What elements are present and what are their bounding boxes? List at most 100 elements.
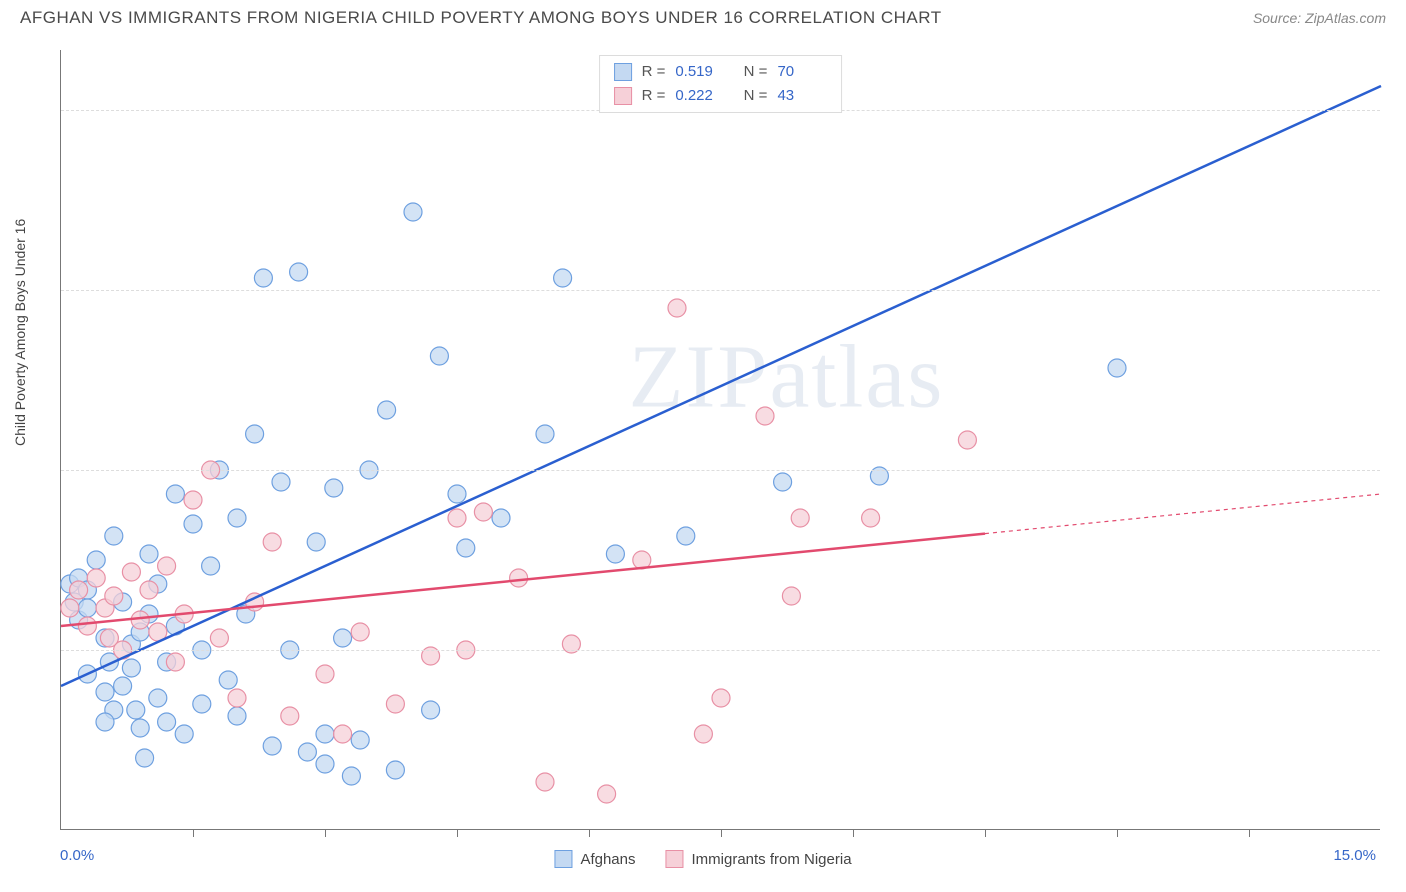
data-point bbox=[404, 203, 422, 221]
data-point bbox=[554, 269, 572, 287]
data-point bbox=[272, 473, 290, 491]
data-point bbox=[510, 569, 528, 587]
data-point bbox=[791, 509, 809, 527]
data-point bbox=[457, 539, 475, 557]
legend-stat-row: R =0.222 N =43 bbox=[614, 84, 828, 108]
data-point bbox=[87, 569, 105, 587]
data-point bbox=[325, 479, 343, 497]
data-point bbox=[958, 431, 976, 449]
chart-title: AFGHAN VS IMMIGRANTS FROM NIGERIA CHILD … bbox=[20, 8, 942, 28]
data-point bbox=[105, 527, 123, 545]
legend-series: Afghans Immigrants from Nigeria bbox=[554, 850, 851, 868]
data-point bbox=[202, 557, 220, 575]
data-point bbox=[140, 581, 158, 599]
data-point bbox=[598, 785, 616, 803]
data-point bbox=[694, 725, 712, 743]
x-tick bbox=[589, 829, 590, 837]
source-label: Source: ZipAtlas.com bbox=[1253, 10, 1386, 26]
legend-label: Immigrants from Nigeria bbox=[692, 851, 852, 868]
data-point bbox=[1108, 359, 1126, 377]
data-point bbox=[290, 263, 308, 281]
trend-line-extrapolated bbox=[985, 494, 1381, 534]
data-point bbox=[61, 599, 79, 617]
data-point bbox=[175, 725, 193, 743]
y-tick-label: 60.0% bbox=[1390, 102, 1406, 119]
data-point bbox=[122, 563, 140, 581]
data-point bbox=[316, 665, 334, 683]
legend-item: Immigrants from Nigeria bbox=[666, 850, 852, 868]
data-point bbox=[131, 719, 149, 737]
trend-line bbox=[61, 534, 985, 626]
x-origin-label: 0.0% bbox=[60, 847, 94, 864]
data-point bbox=[70, 581, 88, 599]
data-point bbox=[422, 701, 440, 719]
data-point bbox=[386, 695, 404, 713]
trend-line bbox=[61, 86, 1381, 686]
y-axis-label: Child Poverty Among Boys Under 16 bbox=[12, 219, 28, 446]
data-point bbox=[378, 401, 396, 419]
legend-n-value: 70 bbox=[777, 60, 827, 84]
x-tick bbox=[1117, 829, 1118, 837]
data-point bbox=[228, 689, 246, 707]
y-tick-label: 15.0% bbox=[1390, 642, 1406, 659]
x-tick bbox=[325, 829, 326, 837]
data-point bbox=[351, 731, 369, 749]
data-point bbox=[316, 755, 334, 773]
x-tick bbox=[457, 829, 458, 837]
data-point bbox=[78, 599, 96, 617]
data-point bbox=[448, 509, 466, 527]
legend-r-label: R = bbox=[642, 60, 666, 84]
gridline bbox=[61, 650, 1380, 651]
legend-n-label: N = bbox=[735, 60, 767, 84]
legend-swatch bbox=[614, 63, 632, 81]
data-point bbox=[351, 623, 369, 641]
data-point bbox=[228, 509, 246, 527]
x-max-label: 15.0% bbox=[1333, 847, 1376, 864]
data-point bbox=[96, 683, 114, 701]
x-tick bbox=[721, 829, 722, 837]
legend-stat-row: R = 0.519 N = 70 bbox=[614, 60, 828, 84]
data-point bbox=[756, 407, 774, 425]
data-point bbox=[246, 425, 264, 443]
data-point bbox=[298, 743, 316, 761]
legend-label: Afghans bbox=[580, 851, 635, 868]
data-point bbox=[254, 269, 272, 287]
data-point bbox=[210, 629, 228, 647]
data-point bbox=[78, 617, 96, 635]
chart-container: AFGHAN VS IMMIGRANTS FROM NIGERIA CHILD … bbox=[0, 0, 1406, 892]
legend-swatch bbox=[614, 87, 632, 105]
legend-r-label: R = bbox=[642, 84, 666, 108]
data-point bbox=[307, 533, 325, 551]
data-point bbox=[122, 659, 140, 677]
data-point bbox=[219, 671, 237, 689]
data-point bbox=[492, 509, 510, 527]
gridline bbox=[61, 470, 1380, 471]
data-point bbox=[158, 557, 176, 575]
data-point bbox=[166, 653, 184, 671]
data-point bbox=[677, 527, 695, 545]
data-point bbox=[263, 737, 281, 755]
legend-correlation: R = 0.519 N = 70R =0.222 N =43 bbox=[599, 55, 843, 113]
legend-r-value: 0.519 bbox=[675, 60, 725, 84]
y-tick-label: 45.0% bbox=[1390, 282, 1406, 299]
legend-swatch bbox=[554, 850, 572, 868]
data-point bbox=[87, 551, 105, 569]
gridline bbox=[61, 290, 1380, 291]
y-tick-label: 30.0% bbox=[1390, 462, 1406, 479]
plot-area: ZIPatlas R =0.519 N =70R =0.222 N =43 15… bbox=[60, 50, 1380, 830]
data-point bbox=[127, 701, 145, 719]
x-tick bbox=[985, 829, 986, 837]
data-point bbox=[316, 725, 334, 743]
data-point bbox=[448, 485, 466, 503]
data-point bbox=[149, 689, 167, 707]
data-point bbox=[668, 299, 686, 317]
data-point bbox=[606, 545, 624, 563]
legend-n-label: N = bbox=[735, 84, 767, 108]
data-point bbox=[536, 773, 554, 791]
x-tick bbox=[1249, 829, 1250, 837]
data-point bbox=[474, 503, 492, 521]
data-point bbox=[334, 629, 352, 647]
data-point bbox=[184, 515, 202, 533]
data-point bbox=[862, 509, 880, 527]
data-point bbox=[166, 485, 184, 503]
